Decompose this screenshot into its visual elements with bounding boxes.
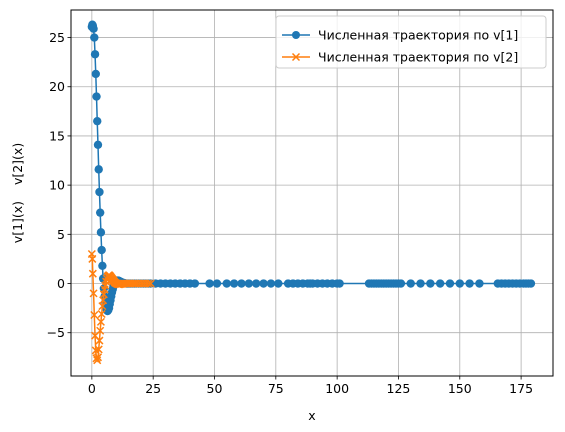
x-tick-label: 25	[145, 381, 161, 396]
data-point	[426, 279, 435, 288]
data-point	[212, 279, 222, 288]
x-tick-label: 50	[207, 381, 223, 396]
data-point	[455, 279, 464, 288]
axes-frame	[70, 9, 554, 377]
data-point	[96, 228, 106, 237]
data-point	[146, 279, 155, 288]
data-point	[90, 50, 100, 59]
data-point	[96, 326, 105, 335]
data-point	[465, 279, 474, 288]
data-point	[97, 309, 106, 319]
data-point	[259, 279, 268, 288]
data-point	[244, 279, 254, 288]
data-point	[98, 261, 107, 271]
data-point	[475, 279, 484, 288]
y-axis-label: v[1](x) v[2](x)	[10, 143, 25, 243]
data-point	[95, 336, 104, 345]
legend: Численная траектория по v[1] Численная т…	[275, 15, 547, 69]
data-point	[190, 279, 200, 288]
data-point	[416, 279, 425, 288]
legend-box	[275, 15, 547, 69]
x-tick-label: 150	[448, 381, 472, 396]
data-point	[251, 279, 261, 288]
data-point	[222, 279, 231, 288]
data-point	[92, 92, 101, 101]
data-point	[237, 279, 246, 288]
data-point	[97, 245, 106, 255]
y-tick-label: 15	[49, 128, 65, 143]
x-tick-label: 75	[268, 381, 284, 396]
data-point	[144, 279, 153, 288]
plot-area	[87, 20, 536, 365]
series-2	[87, 249, 155, 365]
data-point	[90, 33, 99, 42]
data-point	[274, 279, 283, 288]
data-point	[90, 310, 99, 320]
data-point	[91, 69, 100, 79]
data-point	[89, 24, 98, 33]
data-point	[266, 279, 276, 288]
data-point	[88, 254, 97, 263]
data-point	[95, 187, 104, 197]
data-point	[94, 165, 103, 174]
y-tick-label: 5	[57, 227, 65, 242]
data-point	[526, 279, 536, 288]
data-point	[335, 279, 344, 288]
data-point	[93, 140, 103, 149]
y-tick-label: 10	[49, 178, 65, 193]
x-tick-label: 175	[509, 381, 533, 396]
x-tick-label: 125	[387, 381, 411, 396]
data-point	[406, 279, 415, 288]
legend-marker-v1	[292, 31, 300, 39]
y-tick-label: 20	[49, 79, 65, 94]
data-point	[396, 279, 406, 288]
data-point	[435, 279, 445, 288]
data-point	[95, 208, 105, 217]
data-point	[93, 353, 103, 362]
x-tick-label: 0	[88, 381, 96, 396]
data-point	[88, 269, 97, 278]
data-point	[93, 116, 102, 126]
data-point	[96, 317, 105, 326]
x-tick-label: 100	[325, 381, 349, 396]
data-point	[445, 279, 455, 288]
legend-label-v1: Численная траектория по v[1]	[318, 28, 518, 43]
data-point	[229, 279, 239, 288]
y-tick-label: 0	[57, 276, 65, 291]
data-point	[205, 279, 214, 288]
legend-label-v2: Численная траектория по v[2]	[318, 50, 518, 65]
x-axis-label: x	[308, 408, 315, 423]
data-point	[89, 289, 98, 298]
grid	[71, 10, 553, 376]
legend-marker-v2	[291, 52, 301, 62]
axis-ticks: 0 25 50 75 100 125 150 175 −5 0 5 10 15 20 25	[47, 30, 533, 396]
y-tick-label: 25	[49, 30, 65, 45]
y-tick-label: −5	[47, 325, 65, 340]
data-point	[94, 345, 103, 354]
